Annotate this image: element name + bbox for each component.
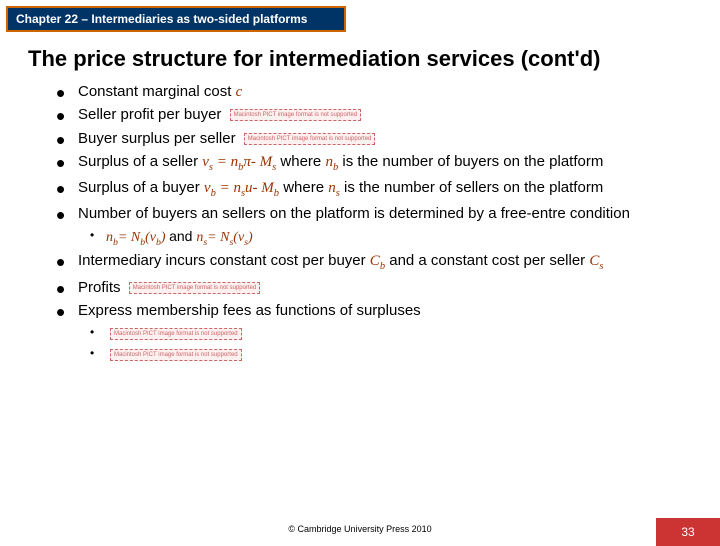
bullet-2: Seller profit per buyer Macintosh PICT i… xyxy=(78,105,690,125)
bullet-4: Surplus of a seller vs = nbπ- Ms where n… xyxy=(78,152,690,175)
bullet-1: Constant marginal cost c xyxy=(78,82,690,102)
text: Surplus of a seller xyxy=(78,153,202,170)
var-c: c xyxy=(236,84,243,100)
var: C xyxy=(370,253,380,269)
paren: ) xyxy=(161,230,169,245)
var: v xyxy=(204,180,211,196)
text: Number of buyers an sellers on the platf… xyxy=(78,205,630,222)
text: where xyxy=(276,153,325,170)
var: n xyxy=(106,230,113,245)
bullet-9: Express membership fees as functions of … xyxy=(78,301,690,321)
var: π- xyxy=(243,154,259,170)
bullet-6: Number of buyers an sellers on the platf… xyxy=(78,204,690,224)
text: Profits xyxy=(78,279,121,296)
text: and a constant cost per seller xyxy=(385,252,589,269)
bullet-3: Buyer surplus per seller Macintosh PICT … xyxy=(78,129,690,149)
bullet-5: Surplus of a buyer vb = nsu- Mb where ns… xyxy=(78,178,690,201)
text: Buyer surplus per seller xyxy=(78,130,236,147)
chapter-band: Chapter 22 – Intermediaries as two-sided… xyxy=(6,6,346,32)
var: n xyxy=(231,154,239,170)
sub: s xyxy=(599,261,603,272)
eq: = xyxy=(213,154,231,170)
var: M xyxy=(260,154,273,170)
eq: = xyxy=(118,230,131,245)
page-number-badge: 33 xyxy=(656,518,720,546)
copyright-footer: © Cambridge University Press 2010 xyxy=(0,524,720,534)
var: u- xyxy=(245,180,261,196)
text: and xyxy=(169,228,196,244)
var: M xyxy=(261,180,274,196)
eq: = xyxy=(207,230,220,245)
chapter-label: Chapter 22 – Intermediaries as two-sided… xyxy=(8,8,344,30)
pict-placeholder-icon: Macintosh PICT image format is not suppo… xyxy=(110,349,242,361)
text: Seller profit per buyer xyxy=(78,106,221,123)
text: Surplus of a buyer xyxy=(78,179,204,196)
text: Express membership fees as functions of … xyxy=(78,302,421,319)
eq: = xyxy=(216,180,234,196)
var: n xyxy=(325,154,333,170)
var: v xyxy=(202,154,209,170)
bullet-8: Profits Macintosh PICT image format is n… xyxy=(78,278,690,298)
pict-placeholder-icon: Macintosh PICT image format is not suppo… xyxy=(110,328,242,340)
bullet-7: Intermediary incurs constant cost per bu… xyxy=(78,251,690,274)
sub-bullet-9-2: Macintosh PICT image format is not suppo… xyxy=(106,345,690,364)
text: is the number of sellers on the platform xyxy=(340,179,603,196)
sub-bullet-6-1: nb= Nb(vb) and ns= Ns(vs) xyxy=(106,227,690,249)
var: n xyxy=(233,180,241,196)
paren: ) xyxy=(248,230,253,245)
var: N xyxy=(131,230,140,245)
var: C xyxy=(589,253,599,269)
pict-placeholder-icon: Macintosh PICT image format is not suppo… xyxy=(129,282,261,294)
slide-content: Constant marginal cost c Seller profit p… xyxy=(78,82,690,364)
page-title: The price structure for intermediation s… xyxy=(28,46,720,72)
text: is the number of buyers on the platform xyxy=(338,153,603,170)
pict-placeholder-icon: Macintosh PICT image format is not suppo… xyxy=(230,109,362,121)
text: Constant marginal cost xyxy=(78,83,236,100)
text: where xyxy=(279,179,328,196)
text: Intermediary incurs constant cost per bu… xyxy=(78,252,370,269)
pict-placeholder-icon: Macintosh PICT image format is not suppo… xyxy=(244,133,376,145)
var: n xyxy=(328,180,336,196)
sub-bullet-9-1: Macintosh PICT image format is not suppo… xyxy=(106,324,690,343)
